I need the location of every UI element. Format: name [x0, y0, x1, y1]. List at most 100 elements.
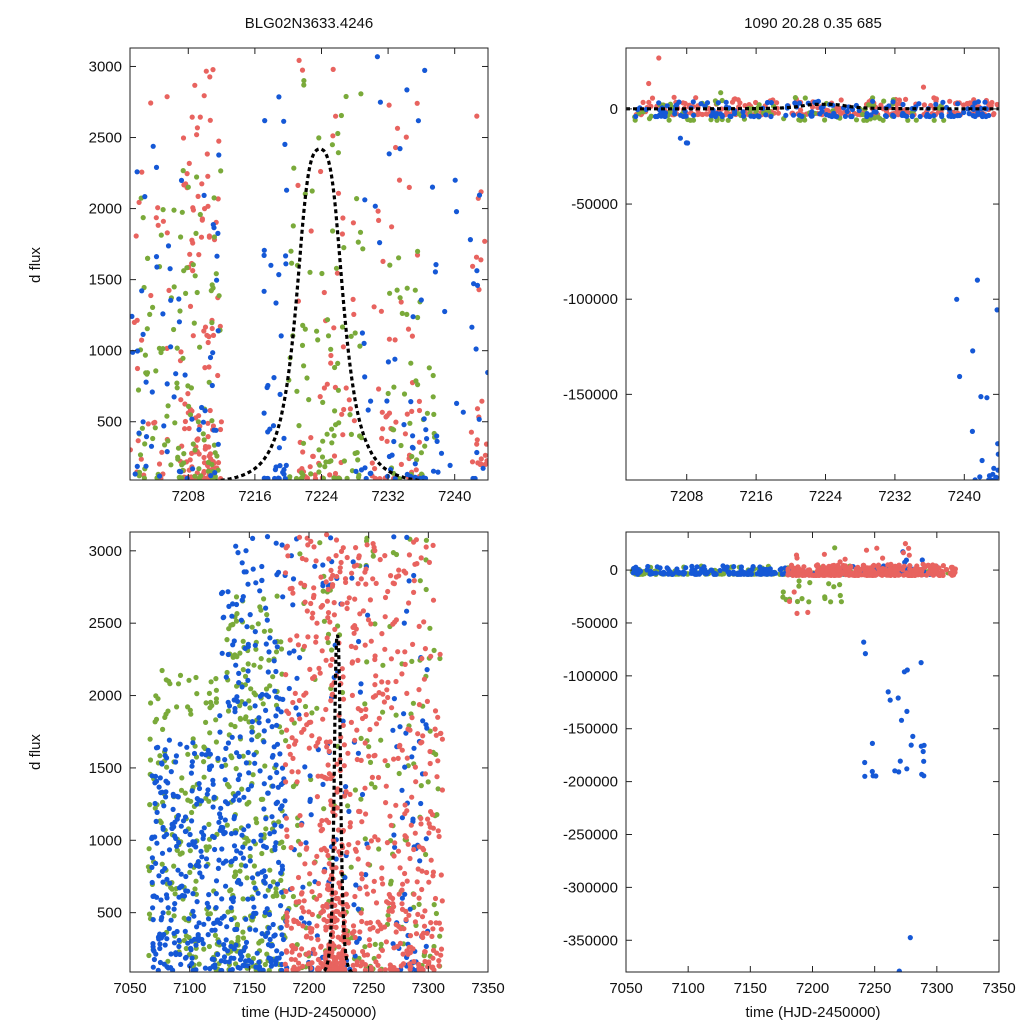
data-point	[270, 783, 276, 789]
data-point	[895, 695, 901, 701]
data-point	[205, 932, 211, 938]
data-point	[233, 618, 240, 624]
data-point	[168, 917, 174, 923]
data-point	[224, 781, 231, 788]
data-point	[274, 769, 280, 776]
data-point	[231, 955, 237, 961]
data-point	[215, 230, 221, 236]
data-point	[913, 117, 919, 123]
chart-title-left: BLG02N3633.4246	[245, 15, 373, 32]
data-point	[330, 572, 336, 579]
data-point	[239, 560, 245, 566]
data-point	[317, 462, 323, 468]
data-point	[990, 112, 997, 118]
data-point	[212, 846, 218, 853]
data-point	[308, 812, 314, 818]
data-point	[160, 207, 166, 213]
data-point	[139, 169, 145, 175]
data-point	[323, 949, 329, 955]
data-point	[211, 956, 217, 963]
data-point	[918, 743, 924, 749]
data-point	[328, 798, 334, 804]
data-point	[173, 371, 179, 377]
data-point	[323, 817, 330, 823]
x-tick-label: 7232	[878, 488, 911, 505]
data-point	[442, 308, 448, 315]
data-point	[282, 141, 288, 147]
data-point	[230, 898, 236, 905]
data-point	[274, 593, 280, 599]
data-point	[350, 220, 356, 226]
data-point	[378, 941, 384, 947]
data-point	[273, 668, 279, 675]
data-point	[424, 436, 430, 442]
data-point	[396, 573, 402, 579]
data-point	[416, 687, 422, 693]
data-point	[324, 848, 330, 854]
data-point	[165, 403, 171, 409]
data-point	[286, 685, 292, 692]
data-point	[632, 569, 638, 575]
data-point	[267, 936, 273, 943]
data-point	[189, 818, 195, 824]
data-point	[228, 722, 234, 728]
data-point	[340, 432, 346, 438]
data-point	[159, 850, 166, 856]
data-point	[432, 895, 439, 902]
data-point	[314, 923, 320, 929]
data-point	[277, 751, 283, 757]
data-point	[633, 564, 639, 570]
data-point	[343, 784, 349, 790]
data-point	[201, 921, 207, 927]
data-point	[187, 848, 193, 854]
data-point	[657, 565, 663, 571]
data-point	[437, 651, 443, 657]
data-point	[215, 372, 221, 379]
data-point	[414, 100, 420, 106]
data-point	[638, 568, 644, 574]
data-point	[214, 277, 220, 283]
data-point	[281, 435, 287, 441]
data-point	[160, 910, 166, 916]
data-point	[986, 477, 992, 480]
data-point	[178, 787, 185, 793]
data-point	[217, 811, 223, 817]
data-point	[236, 797, 242, 803]
data-point	[418, 740, 424, 746]
data-point	[289, 943, 295, 949]
data-point	[190, 908, 196, 914]
data-point	[231, 638, 237, 644]
data-point	[213, 739, 219, 745]
y-tick-label: -150000	[563, 721, 618, 738]
data-point	[205, 459, 211, 465]
data-point	[190, 268, 196, 274]
data-point	[135, 387, 142, 393]
data-point	[906, 572, 912, 578]
data-point	[333, 553, 339, 559]
data-point	[303, 690, 309, 696]
data-point	[325, 610, 332, 616]
data-point	[354, 959, 360, 965]
data-point	[902, 559, 908, 565]
data-point	[926, 562, 932, 569]
data-point	[173, 753, 179, 759]
data-point	[249, 875, 256, 881]
data-point	[262, 873, 268, 880]
data-point	[249, 719, 255, 725]
data-point	[402, 431, 408, 437]
data-point	[774, 100, 780, 106]
data-point	[218, 168, 224, 174]
chart-title-right: 1090 20.28 0.35 685	[744, 15, 882, 32]
data-point	[240, 667, 246, 673]
data-point	[423, 537, 429, 543]
data-point	[261, 806, 267, 812]
data-point	[355, 474, 362, 480]
data-point	[235, 938, 241, 944]
data-point	[164, 831, 170, 838]
data-point	[240, 844, 246, 850]
data-point	[447, 462, 453, 468]
data-point	[270, 879, 276, 885]
data-point	[187, 303, 194, 309]
plot-frame	[129, 47, 489, 481]
data-point	[355, 239, 361, 245]
